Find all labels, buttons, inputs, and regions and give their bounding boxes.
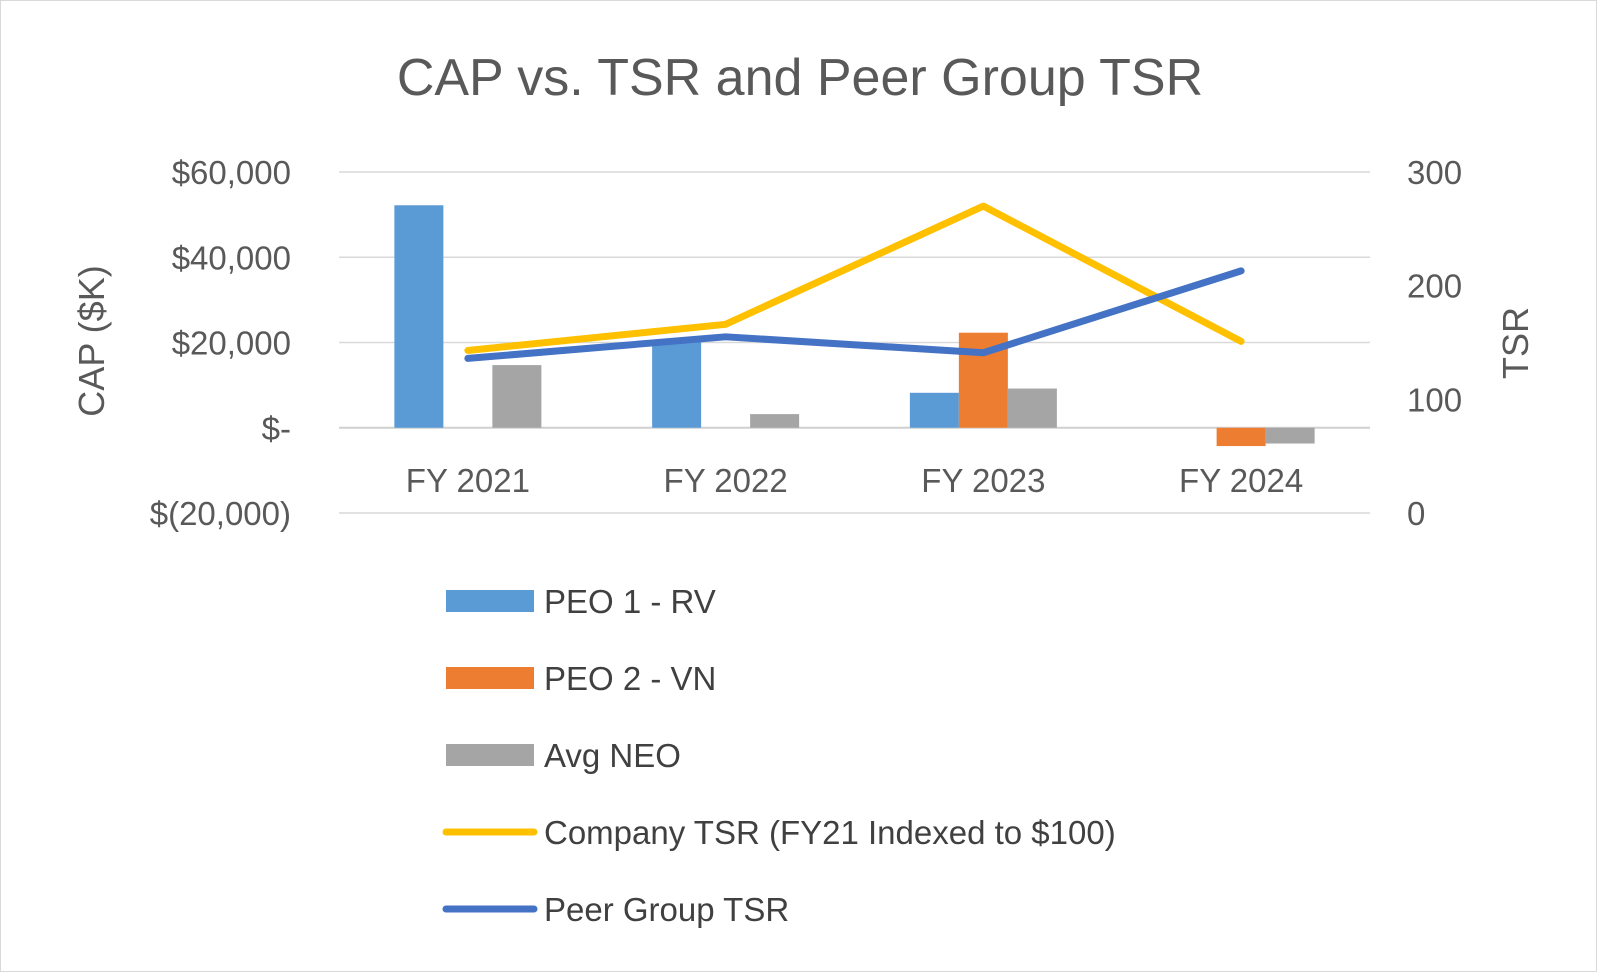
right-tick-label: 0 xyxy=(1407,495,1425,532)
category-labels: FY 2021 FY 2022 FY 2023 FY 2024 xyxy=(406,462,1303,499)
right-tick-label: 100 xyxy=(1407,381,1462,418)
category-label: FY 2024 xyxy=(1179,462,1303,499)
legend: PEO 1 - RV PEO 2 - VN Avg NEO Company TSR (… xyxy=(442,583,1116,928)
legend-label-peo-1-rv: PEO 1 - RV xyxy=(544,583,716,620)
legend-label-avg-neo: Avg NEO xyxy=(544,737,681,774)
bar-peo-1-rv-0 xyxy=(394,205,444,428)
bar-peo-1-rv-2 xyxy=(909,392,959,428)
chart-title: CAP vs. TSR and Peer Group TSR xyxy=(397,49,1203,107)
left-tick-label: $(20,000) xyxy=(150,495,291,532)
category-label: FY 2021 xyxy=(406,462,530,499)
left-tick-label: $- xyxy=(262,410,291,447)
right-axis-title: TSR xyxy=(1495,307,1536,379)
right-tick-label: 300 xyxy=(1407,154,1462,191)
legend-swatch-peo-1-rv xyxy=(446,590,534,612)
bar-avg-neo-1 xyxy=(750,414,800,428)
left-axis-title: CAP ($K) xyxy=(71,265,112,416)
right-axis-ticks: 300 200 100 0 xyxy=(1407,154,1462,532)
right-tick-label: 200 xyxy=(1407,268,1462,305)
bars xyxy=(394,205,1315,447)
left-tick-label: $60,000 xyxy=(172,154,291,191)
lines xyxy=(464,202,1245,362)
bar-avg-neo-2 xyxy=(1007,388,1057,428)
legend-swatch-peo-2-vn xyxy=(446,667,534,689)
legend-label-peo-2-vn: PEO 2 - VN xyxy=(544,660,716,697)
legend-label-company-tsr-fy21-indexed-to-100-: Company TSR (FY21 Indexed to $100) xyxy=(544,814,1116,851)
left-tick-label: $20,000 xyxy=(172,325,291,362)
bar-avg-neo-3 xyxy=(1265,427,1315,444)
bar-peo-2-vn-3 xyxy=(1216,427,1266,447)
line-company-tsr-fy21-indexed-to-100- xyxy=(464,202,1245,354)
left-axis-ticks: $60,000 $40,000 $20,000 $- $(20,000) xyxy=(150,154,291,532)
legend-swatch-avg-neo xyxy=(446,744,534,766)
line-peer-group-tsr xyxy=(464,267,1245,362)
left-tick-label: $40,000 xyxy=(172,239,291,276)
category-label: FY 2023 xyxy=(921,462,1045,499)
bar-avg-neo-0 xyxy=(492,365,542,428)
bar-peo-1-rv-1 xyxy=(652,339,702,428)
legend-label-peer-group-tsr: Peer Group TSR xyxy=(544,891,789,928)
category-label: FY 2022 xyxy=(664,462,788,499)
